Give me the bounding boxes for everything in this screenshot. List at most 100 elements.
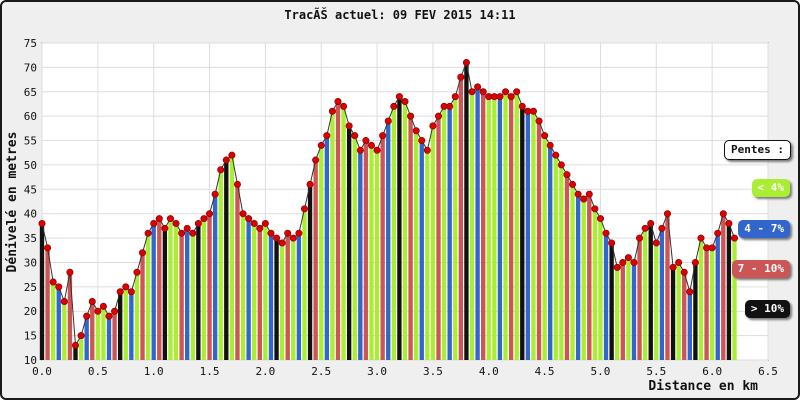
elevation-marker xyxy=(194,219,202,227)
x-tick-label: 5.5 xyxy=(646,365,666,378)
elevation-marker xyxy=(351,132,359,140)
elevation-marker xyxy=(429,122,437,130)
elevation-marker xyxy=(178,229,186,237)
slope-bar xyxy=(263,223,268,360)
slope-bar xyxy=(469,91,475,361)
x-axis-label: Distance en km xyxy=(648,379,758,394)
elevation-marker xyxy=(172,219,180,227)
slope-bar xyxy=(257,228,262,360)
slope-bar xyxy=(715,233,720,360)
slope-bar xyxy=(285,233,290,360)
slope-bar xyxy=(39,223,45,360)
slope-bar xyxy=(157,218,162,360)
slope-bar xyxy=(492,96,497,361)
elevation-marker xyxy=(278,239,286,247)
elevation-marker xyxy=(412,127,420,135)
legend-item-7-10: 7 - 10% xyxy=(731,260,790,278)
x-tick-label: 4.0 xyxy=(479,365,499,378)
elevation-marker xyxy=(563,171,571,179)
elevation-marker xyxy=(116,288,124,296)
elevation-marker xyxy=(217,166,225,174)
slope-bar xyxy=(425,150,430,360)
slope-bar xyxy=(542,135,547,360)
x-tick-label: 6.5 xyxy=(758,365,778,378)
elevation-marker xyxy=(641,224,649,232)
slope-bar xyxy=(631,262,637,360)
slope-bar xyxy=(486,96,491,361)
slope-bar xyxy=(302,208,307,360)
elevation-marker xyxy=(379,132,387,140)
elevation-marker xyxy=(250,219,258,227)
elevation-marker xyxy=(468,88,476,96)
elevation-marker xyxy=(328,107,336,115)
elevation-marker xyxy=(686,288,694,296)
slope-bar xyxy=(609,242,614,360)
elevation-marker xyxy=(44,244,52,252)
y-tick-label: 50 xyxy=(24,159,37,172)
elevation-marker xyxy=(479,88,487,96)
elevation-marker xyxy=(435,112,443,120)
elevation-marker xyxy=(295,229,303,237)
slope-bar xyxy=(145,233,151,360)
elevation-marker xyxy=(502,88,510,96)
elevation-marker xyxy=(535,117,543,125)
x-tick-label: 1.5 xyxy=(200,365,220,378)
elevation-marker xyxy=(323,132,331,140)
legend-title: Pentes : xyxy=(724,140,791,160)
elevation-marker xyxy=(362,137,370,145)
elevation-marker xyxy=(38,219,46,227)
slope-bar xyxy=(374,150,380,360)
slope-bar xyxy=(207,213,212,360)
elevation-marker xyxy=(663,210,671,218)
elevation-marker xyxy=(390,102,398,110)
slope-bar xyxy=(212,194,218,360)
slope-bar xyxy=(363,140,369,360)
slope-bar xyxy=(575,194,581,360)
slope-bar xyxy=(603,233,609,360)
elevation-marker xyxy=(66,268,74,276)
slope-bar xyxy=(123,286,128,360)
y-tick-label: 65 xyxy=(24,86,37,99)
slope-bar xyxy=(313,160,318,360)
elevation-marker xyxy=(680,268,688,276)
elevation-marker xyxy=(273,234,281,242)
slope-bar xyxy=(84,316,89,360)
elevation-marker xyxy=(395,93,403,101)
y-tick-label: 15 xyxy=(24,330,37,343)
slope-bar xyxy=(229,155,235,360)
y-tick-label: 35 xyxy=(24,232,37,245)
slope-bar xyxy=(531,111,536,361)
slope-bar xyxy=(291,238,296,360)
slope-bar xyxy=(330,111,335,361)
slope-bar xyxy=(665,213,670,360)
elevation-marker xyxy=(144,229,152,237)
slope-bar xyxy=(709,247,715,360)
elevation-marker xyxy=(574,190,582,198)
elevation-marker xyxy=(284,229,292,237)
slope-bar xyxy=(106,316,112,360)
y-tick-label: 75 xyxy=(24,37,37,50)
elevation-marker xyxy=(446,102,454,110)
elevation-marker xyxy=(384,117,392,125)
slope-bar xyxy=(670,267,676,360)
x-tick-label: 2.5 xyxy=(311,365,331,378)
slope-bar xyxy=(520,106,525,361)
slope-bar xyxy=(324,135,329,360)
y-axis-ticks: 10 15 20 25 30 35 40 45 50 55 60 65 70 75 xyxy=(24,37,37,367)
slope-bar xyxy=(508,96,514,361)
y-tick-label: 20 xyxy=(24,305,37,318)
elevation-marker xyxy=(245,215,253,223)
slope-bar xyxy=(95,311,101,360)
slope-bar xyxy=(151,223,156,360)
slope-bar xyxy=(402,101,408,361)
legend-item-under-4: < 4% xyxy=(751,179,790,197)
y-tick-label: 60 xyxy=(24,110,37,123)
elevation-marker xyxy=(228,151,236,159)
y-tick-label: 55 xyxy=(24,135,37,148)
elevation-marker xyxy=(317,141,325,149)
elevation-marker xyxy=(552,151,560,159)
elevation-marker xyxy=(105,312,113,320)
slope-bar xyxy=(441,106,447,361)
slope-bar xyxy=(447,106,452,361)
